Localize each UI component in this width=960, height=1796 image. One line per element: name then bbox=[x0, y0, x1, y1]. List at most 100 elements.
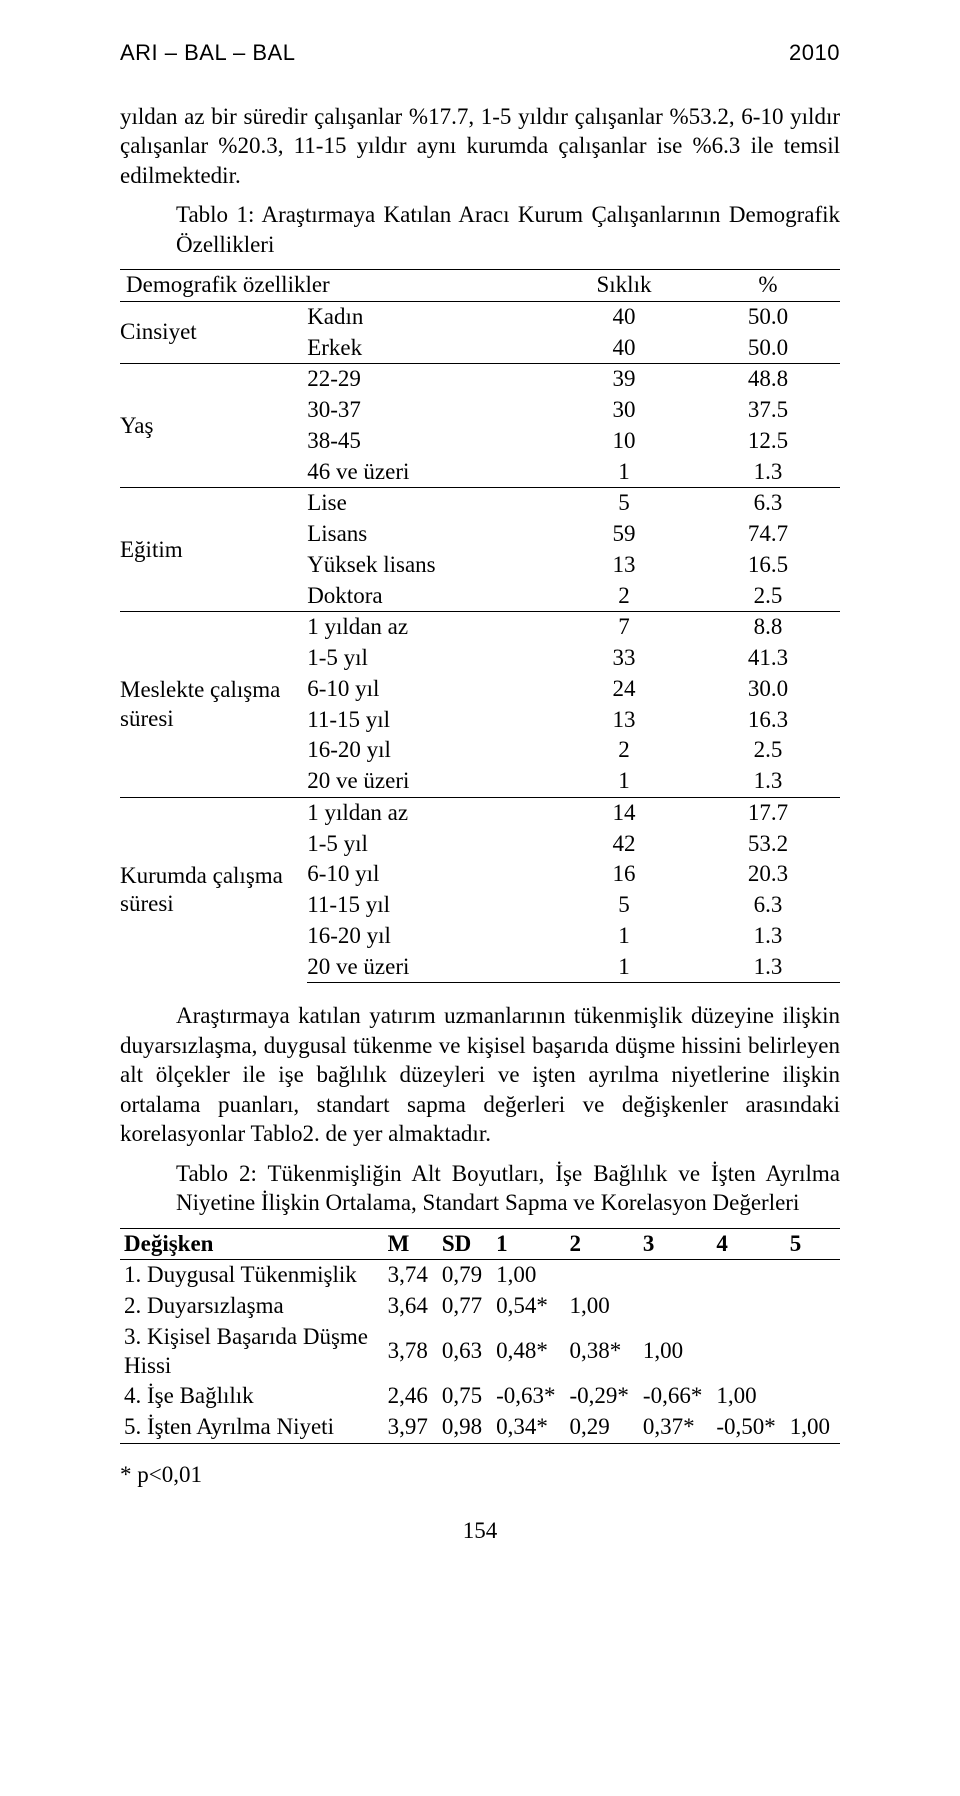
t1-g2-r1-name: Lisans bbox=[307, 519, 552, 550]
t1-g3-r1-name: 1-5 yıl bbox=[307, 643, 552, 674]
paragraph-2: Araştırmaya katılan yatırım uzmanlarının… bbox=[120, 1001, 840, 1148]
t1-g2-r1-n: 59 bbox=[552, 519, 696, 550]
t1-g3-r5-p: 1.3 bbox=[696, 766, 840, 797]
t1-g1-r0-p: 48.8 bbox=[696, 364, 840, 395]
t1-g3-r3-p: 16.3 bbox=[696, 705, 840, 736]
t1-g1-r0-n: 39 bbox=[552, 364, 696, 395]
t1-g0-r1-name: Erkek bbox=[307, 333, 552, 364]
intro-paragraph: yıldan az bir süredir çalışanlar %17.7, … bbox=[120, 102, 840, 190]
t2-r3-v6 bbox=[786, 1381, 840, 1412]
t1-g3-r3-n: 13 bbox=[552, 705, 696, 736]
t1-g3-r5-name: 20 ve üzeri bbox=[307, 766, 552, 797]
t1-g3-r0-n: 7 bbox=[552, 612, 696, 643]
t2-r1-label: 2. Duyarsızlaşma bbox=[120, 1291, 384, 1322]
t2-r0-v6 bbox=[786, 1260, 840, 1291]
t1-g4-r4-p: 1.3 bbox=[696, 921, 840, 952]
t1-g1-r3-name: 46 ve üzeri bbox=[307, 457, 552, 488]
t1-g2-r0-p: 6.3 bbox=[696, 488, 840, 519]
t1-g1-label: Yaş bbox=[120, 364, 307, 488]
t1-g1-r2-p: 12.5 bbox=[696, 426, 840, 457]
t2-r0-v3 bbox=[565, 1260, 638, 1291]
t2-h1: M bbox=[384, 1228, 438, 1260]
t2-h2: SD bbox=[438, 1228, 492, 1260]
t2-r3-label: 4. İşe Bağlılık bbox=[120, 1381, 384, 1412]
t1-g3-label: Meslekte çalışma süresi bbox=[120, 612, 307, 798]
t2-r0-v1: 0,79 bbox=[438, 1260, 492, 1291]
t2-r0-v0: 3,74 bbox=[384, 1260, 438, 1291]
table1: Demografik özellikler Sıklık % Cinsiyet … bbox=[120, 269, 840, 983]
t2-r1-v6 bbox=[786, 1291, 840, 1322]
t1-g4-r1-name: 1-5 yıl bbox=[307, 829, 552, 860]
t1-g0-label: Cinsiyet bbox=[120, 301, 307, 364]
table2-footnote: * p<0,01 bbox=[120, 1462, 840, 1488]
t2-r0-label: 1. Duygusal Tükenmişlik bbox=[120, 1260, 384, 1291]
t2-r4-v6: 1,00 bbox=[786, 1412, 840, 1443]
t1-g2-label: Eğitim bbox=[120, 488, 307, 612]
t1-g3-r0-p: 8.8 bbox=[696, 612, 840, 643]
t1-g4-r1-n: 42 bbox=[552, 829, 696, 860]
t2-r0-v4 bbox=[639, 1260, 712, 1291]
table1-title: Tablo 1: Araştırmaya Katılan Aracı Kurum… bbox=[176, 200, 840, 259]
t2-r4-v2: 0,34* bbox=[492, 1412, 565, 1443]
t2-h0: Değişken bbox=[120, 1228, 384, 1260]
t2-r4-v1: 0,98 bbox=[438, 1412, 492, 1443]
t2-r3-v0: 2,46 bbox=[384, 1381, 438, 1412]
t2-r2-v2: 0,48* bbox=[492, 1322, 565, 1382]
t2-r3-v1: 0,75 bbox=[438, 1381, 492, 1412]
t1-g4-r5-n: 1 bbox=[552, 952, 696, 983]
t1-g2-r3-n: 2 bbox=[552, 581, 696, 612]
t1-g0-r0-n: 40 bbox=[552, 301, 696, 332]
table2: Değişken M SD 1 2 3 4 5 1. Duygusal Tüke… bbox=[120, 1228, 840, 1444]
t2-r2-v3: 0,38* bbox=[565, 1322, 638, 1382]
t1-g1-r0-name: 22-29 bbox=[307, 364, 552, 395]
t1-g2-r1-p: 74.7 bbox=[696, 519, 840, 550]
t1-g2-r0-name: Lise bbox=[307, 488, 552, 519]
t1-g1-r3-p: 1.3 bbox=[696, 457, 840, 488]
t2-h7: 5 bbox=[786, 1228, 840, 1260]
t1-g3-r4-name: 16-20 yıl bbox=[307, 735, 552, 766]
t1-g1-r2-n: 10 bbox=[552, 426, 696, 457]
t1-g3-r4-p: 2.5 bbox=[696, 735, 840, 766]
t2-r2-v1: 0,63 bbox=[438, 1322, 492, 1382]
t1-g4-r2-n: 16 bbox=[552, 859, 696, 890]
t2-r0-v2: 1,00 bbox=[492, 1260, 565, 1291]
t1-g3-r5-n: 1 bbox=[552, 766, 696, 797]
t2-h5: 3 bbox=[639, 1228, 712, 1260]
t1-g3-r4-n: 2 bbox=[552, 735, 696, 766]
t1-g1-r2-name: 38-45 bbox=[307, 426, 552, 457]
t2-r2-v5 bbox=[712, 1322, 785, 1382]
t1-g4-r0-name: 1 yıldan az bbox=[307, 797, 552, 828]
table2-title: Tablo 2: Tükenmişliğin Alt Boyutları, İş… bbox=[176, 1159, 840, 1218]
t1-h1: Demografik özellikler bbox=[120, 270, 552, 302]
t1-g4-r3-n: 5 bbox=[552, 890, 696, 921]
t2-h4: 2 bbox=[565, 1228, 638, 1260]
t1-g3-r3-name: 11-15 yıl bbox=[307, 705, 552, 736]
t1-g3-r2-n: 24 bbox=[552, 674, 696, 705]
t1-g3-r1-p: 41.3 bbox=[696, 643, 840, 674]
t1-g3-r2-p: 30.0 bbox=[696, 674, 840, 705]
t2-r1-v3: 1,00 bbox=[565, 1291, 638, 1322]
t1-g1-r1-name: 30-37 bbox=[307, 395, 552, 426]
running-header: ARI – BAL – BAL 2010 bbox=[120, 40, 840, 66]
t2-r1-v5 bbox=[712, 1291, 785, 1322]
t1-g4-r3-name: 11-15 yıl bbox=[307, 890, 552, 921]
t2-r1-v0: 3,64 bbox=[384, 1291, 438, 1322]
t1-g0-r0-p: 50.0 bbox=[696, 301, 840, 332]
t2-r3-v3: -0,29* bbox=[565, 1381, 638, 1412]
t2-h3: 1 bbox=[492, 1228, 565, 1260]
t2-h6: 4 bbox=[712, 1228, 785, 1260]
t1-g3-r1-n: 33 bbox=[552, 643, 696, 674]
t1-g0-r1-n: 40 bbox=[552, 333, 696, 364]
t2-r2-v4: 1,00 bbox=[639, 1322, 712, 1382]
t2-r4-v5: -0,50* bbox=[712, 1412, 785, 1443]
t1-g1-r1-n: 30 bbox=[552, 395, 696, 426]
header-left: ARI – BAL – BAL bbox=[120, 40, 295, 66]
page-number: 154 bbox=[120, 1518, 840, 1544]
t2-r1-v4 bbox=[639, 1291, 712, 1322]
t2-r4-v0: 3,97 bbox=[384, 1412, 438, 1443]
t1-g4-r0-p: 17.7 bbox=[696, 797, 840, 828]
t2-r2-label: 3. Kişisel Başarıda Düşme Hissi bbox=[120, 1322, 384, 1382]
t2-r1-v1: 0,77 bbox=[438, 1291, 492, 1322]
t1-g4-r4-n: 1 bbox=[552, 921, 696, 952]
t1-g0-r1-p: 50.0 bbox=[696, 333, 840, 364]
